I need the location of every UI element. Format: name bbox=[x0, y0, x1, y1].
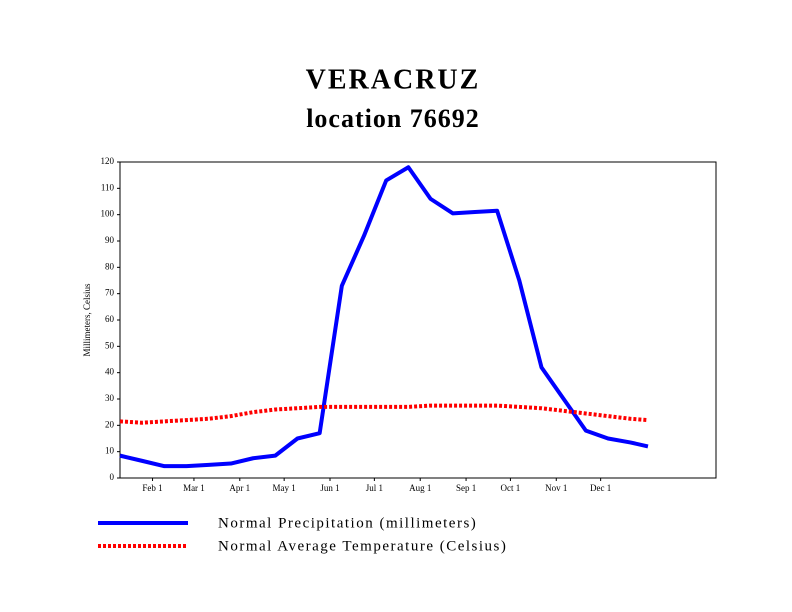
x-tick-label: Jul 1 bbox=[366, 483, 383, 493]
data-line bbox=[119, 165, 649, 469]
x-tick-label: May 1 bbox=[273, 483, 296, 493]
y-tick-label: 120 bbox=[101, 156, 115, 166]
x-tick-label: Sep 1 bbox=[456, 483, 476, 493]
y-tick-label: 40 bbox=[105, 367, 115, 377]
x-tick-label: Feb 1 bbox=[142, 483, 162, 493]
y-tick-label: 90 bbox=[105, 235, 115, 245]
y-axis-label: Millimeters, Celsius bbox=[82, 283, 92, 356]
x-tick-label: Jun 1 bbox=[320, 483, 339, 493]
chart-title: VERACRUZ bbox=[306, 64, 481, 95]
x-tick-label: Mar 1 bbox=[183, 483, 205, 493]
y-tick-label: 60 bbox=[105, 314, 115, 324]
chart-subtitle: location 76692 bbox=[306, 104, 480, 133]
y-tick-label: 80 bbox=[105, 261, 115, 271]
x-tick-label: Nov 1 bbox=[545, 483, 567, 493]
x-tick-label: Oct 1 bbox=[501, 483, 521, 493]
y-tick-label: 20 bbox=[105, 419, 115, 429]
y-tick-label: 50 bbox=[105, 340, 115, 350]
y-tick-label: 10 bbox=[105, 446, 115, 456]
x-tick-label: Dec 1 bbox=[590, 483, 611, 493]
y-tick-label: 100 bbox=[101, 209, 115, 219]
x-tick-label: Aug 1 bbox=[409, 483, 431, 493]
y-tick-label: 110 bbox=[101, 182, 115, 192]
legend-label: Normal Precipitation (millimeters) bbox=[218, 515, 477, 531]
plot-frame bbox=[119, 161, 717, 479]
data-line bbox=[119, 403, 649, 425]
legend-label: Normal Average Temperature (Celsius) bbox=[218, 538, 507, 554]
x-tick-label: Apr 1 bbox=[229, 483, 250, 493]
y-tick-label: 30 bbox=[105, 393, 115, 403]
y-tick-label: 0 bbox=[110, 472, 115, 482]
y-tick-label: 70 bbox=[105, 288, 115, 298]
